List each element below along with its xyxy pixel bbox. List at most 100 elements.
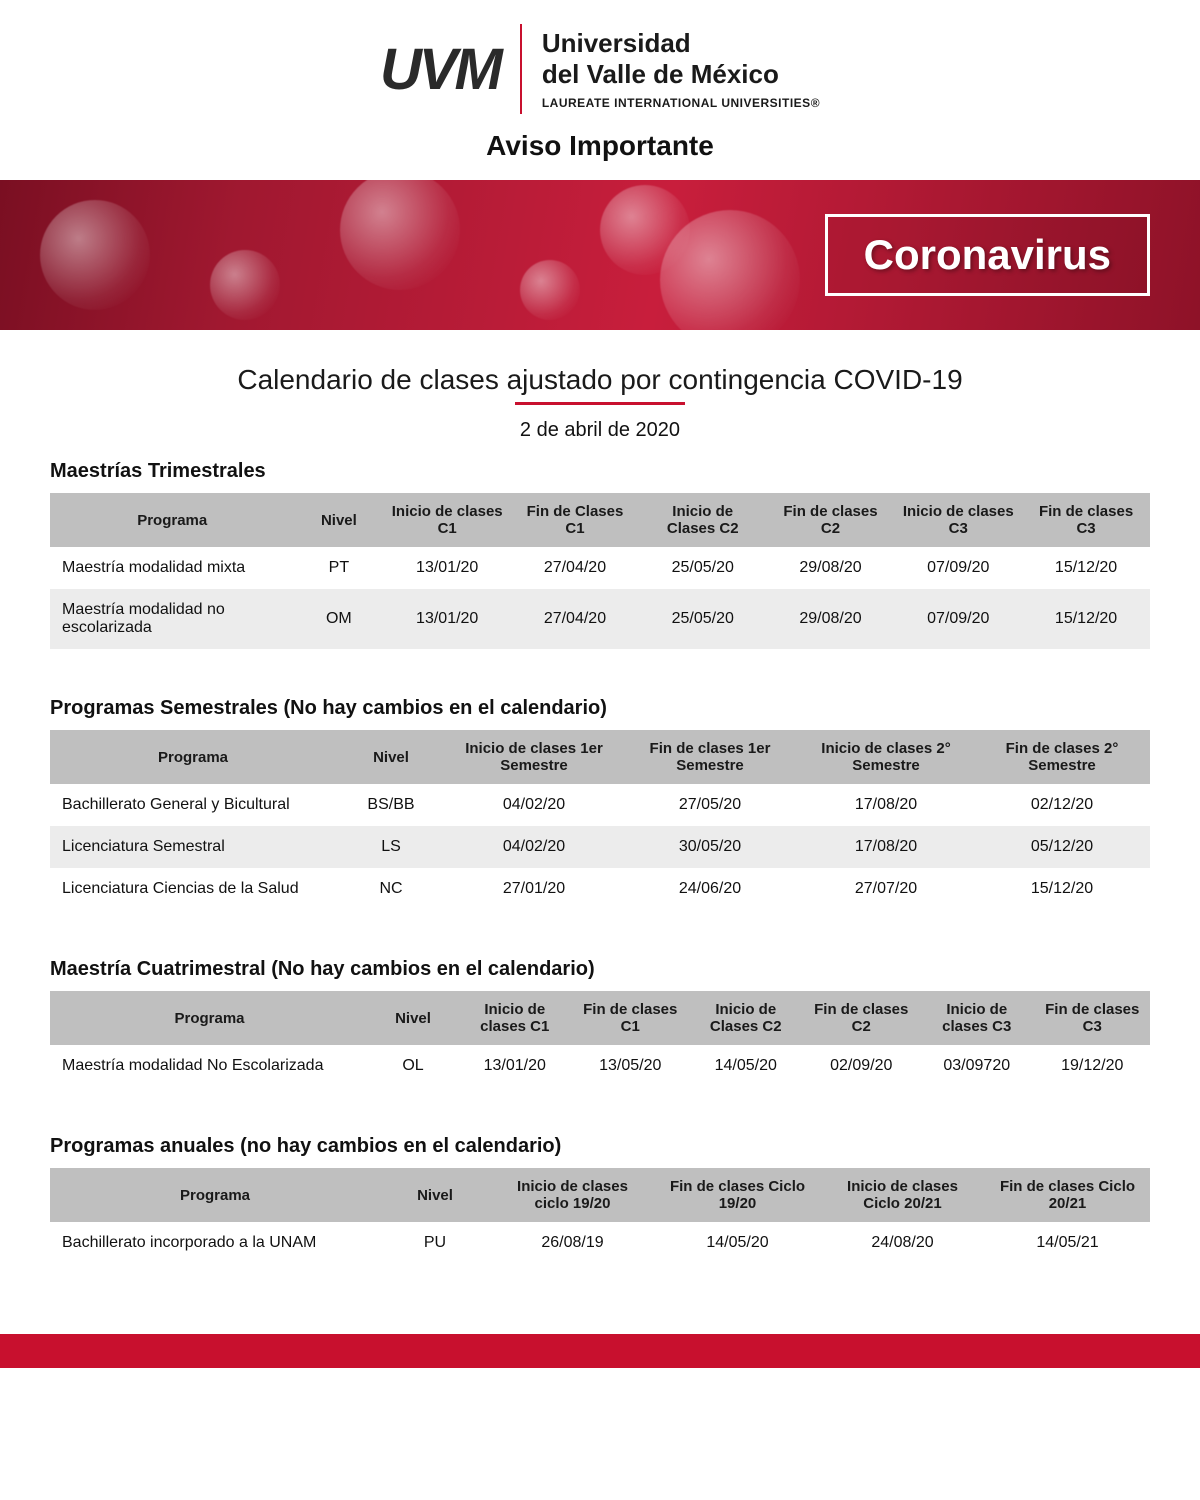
value-cell: 17/08/20 [798,784,974,826]
column-header: Programa [50,991,369,1045]
column-header: Inicio de Clases C2 [688,991,804,1045]
coronavirus-banner: Coronavirus [0,180,1200,330]
calendar-table: ProgramaNivelInicio de clases ciclo 19/2… [50,1168,1150,1264]
column-header: Nivel [369,991,457,1045]
value-cell: PU [380,1222,490,1264]
value-cell: 14/05/21 [985,1222,1150,1264]
section-title: Maestría Cuatrimestral (No hay cambios e… [50,958,1150,981]
section-title: Programas anuales (no hay cambios en el … [50,1135,1150,1158]
column-header: Fin de clases C3 [1022,493,1150,547]
column-header: Inicio de clases C1 [457,991,573,1045]
banner-label: Coronavirus [825,214,1150,296]
column-header: Inicio de clases C3 [894,493,1022,547]
value-cell: 27/05/20 [622,784,798,826]
value-cell: 13/01/20 [457,1045,573,1087]
column-header: Inicio de Clases C2 [639,493,767,547]
table-row: Maestría modalidad mixtaPT13/01/2027/04/… [50,547,1150,589]
program-cell: Maestría modalidad mixta [50,547,294,589]
column-header: Fin de clases C2 [804,991,920,1045]
value-cell: 04/02/20 [446,784,622,826]
column-header: Fin de clases Ciclo 19/20 [655,1168,820,1222]
program-cell: Bachillerato General y Bicultural [50,784,336,826]
program-cell: Bachillerato incorporado a la UNAM [50,1222,380,1264]
calendar-table: ProgramaNivelInicio de clases 1er Semest… [50,730,1150,910]
table-row: Bachillerato General y BiculturalBS/BB04… [50,784,1150,826]
table-row: Licenciatura SemestralLS04/02/2030/05/20… [50,826,1150,868]
value-cell: 02/12/20 [974,784,1150,826]
logo-right: Universidad del Valle de México LAUREATE… [542,28,820,111]
value-cell: 15/12/20 [1022,547,1150,589]
table-row: Maestría modalidad no escolarizadaOM13/0… [50,589,1150,649]
value-cell: 13/05/20 [573,1045,689,1087]
column-header: Fin de clases Ciclo 20/21 [985,1168,1150,1222]
column-header: Programa [50,493,294,547]
value-cell: 04/02/20 [446,826,622,868]
program-cell: Maestría modalidad No Escolarizada [50,1045,369,1087]
column-header: Fin de clases C3 [1035,991,1151,1045]
value-cell: 29/08/20 [767,589,895,649]
value-cell: 29/08/20 [767,547,895,589]
value-cell: OL [369,1045,457,1087]
column-header: Fin de Clases C1 [511,493,639,547]
value-cell: 27/04/20 [511,547,639,589]
column-header: Inicio de clases ciclo 19/20 [490,1168,655,1222]
aviso-heading: Aviso Importante [0,130,1200,162]
value-cell: 17/08/20 [798,826,974,868]
value-cell: PT [294,547,383,589]
section-title: Maestrías Trimestrales [50,460,1150,483]
value-cell: 15/12/20 [1022,589,1150,649]
value-cell: 24/08/20 [820,1222,985,1264]
column-header: Fin de clases 2° Semestre [974,730,1150,784]
header-logo: UVM Universidad del Valle de México LAUR… [0,0,1200,122]
title-underline [515,402,685,405]
column-header: Programa [50,1168,380,1222]
value-cell: 13/01/20 [383,589,511,649]
column-header: Fin de clases C1 [573,991,689,1045]
value-cell: 25/05/20 [639,547,767,589]
column-header: Nivel [336,730,446,784]
value-cell: OM [294,589,383,649]
value-cell: 25/05/20 [639,589,767,649]
section-title: Programas Semestrales (No hay cambios en… [50,697,1150,720]
university-name-line1: Universidad [542,28,820,59]
column-header: Inicio de clases 1er Semestre [446,730,622,784]
calendar-table: ProgramaNivelInicio de clases C1Fin de c… [50,991,1150,1087]
document-date: 2 de abril de 2020 [50,419,1150,442]
program-cell: Licenciatura Semestral [50,826,336,868]
university-name-line2: del Valle de México [542,59,820,90]
program-cell: Maestría modalidad no escolarizada [50,589,294,649]
column-header: Inicio de clases Ciclo 20/21 [820,1168,985,1222]
value-cell: 19/12/20 [1035,1045,1151,1087]
main-title: Calendario de clases ajustado por contin… [50,364,1150,396]
value-cell: 27/01/20 [446,868,622,910]
value-cell: 07/09/20 [894,547,1022,589]
laureate-tagline: LAUREATE INTERNATIONAL UNIVERSITIES® [542,96,820,110]
value-cell: 07/09/20 [894,589,1022,649]
value-cell: 05/12/20 [974,826,1150,868]
column-header: Nivel [294,493,383,547]
value-cell: 03/09720 [919,1045,1035,1087]
table-row: Licenciatura Ciencias de la SaludNC27/01… [50,868,1150,910]
value-cell: 02/09/20 [804,1045,920,1087]
value-cell: 14/05/20 [688,1045,804,1087]
value-cell: 27/07/20 [798,868,974,910]
calendar-table: ProgramaNivelInicio de clases C1Fin de C… [50,493,1150,649]
value-cell: 26/08/19 [490,1222,655,1264]
value-cell: 15/12/20 [974,868,1150,910]
value-cell: BS/BB [336,784,446,826]
column-header: Fin de clases 1er Semestre [622,730,798,784]
column-header: Inicio de clases 2° Semestre [798,730,974,784]
table-row: Bachillerato incorporado a la UNAMPU26/0… [50,1222,1150,1264]
value-cell: 30/05/20 [622,826,798,868]
program-cell: Licenciatura Ciencias de la Salud [50,868,336,910]
footer-bar [0,1334,1200,1368]
column-header: Nivel [380,1168,490,1222]
column-header: Fin de clases C2 [767,493,895,547]
logo-uvm: UVM [380,36,500,103]
column-header: Inicio de clases C1 [383,493,511,547]
value-cell: 27/04/20 [511,589,639,649]
value-cell: LS [336,826,446,868]
logo-divider [520,24,522,114]
column-header: Programa [50,730,336,784]
value-cell: 24/06/20 [622,868,798,910]
